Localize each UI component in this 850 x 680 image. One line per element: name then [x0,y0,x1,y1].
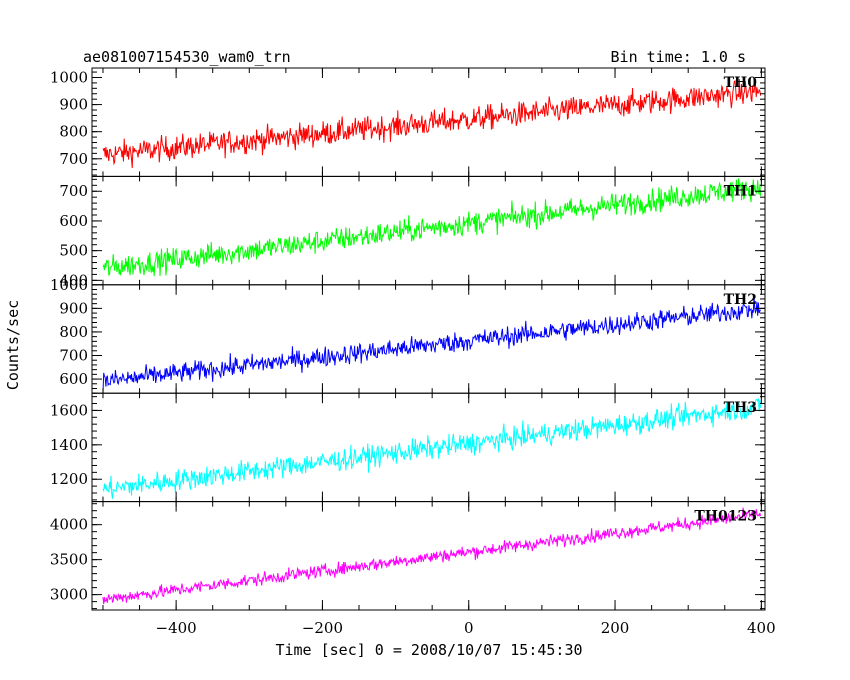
series-line-th1 [102,178,762,277]
y-tick-label: 400 [59,271,88,289]
y-tick-label: 800 [59,123,88,141]
y-tick-label: 800 [59,323,88,341]
y-tick-label: 700 [59,150,88,168]
series-line-th0123 [102,507,762,605]
panel-th0: 700 800 900 1000 TH0 [50,67,766,177]
y-tick-label: 1400 [50,436,88,454]
series-line-th0 [102,78,762,169]
series-line-th3 [102,398,762,499]
y-tick-label: 1600 [50,401,88,419]
panel-frame [91,392,766,503]
panel-frame [91,67,766,177]
series-label-th0123: TH0123 [694,509,757,525]
x-tick-label: 400 [747,619,776,637]
panel-th1: 400 500 600 700 TH1 [59,175,766,289]
series-label-th2: TH2 [724,292,757,308]
y-tick-label: 1000 [50,276,88,294]
panel-th3: 1200 1400 1600 TH3 [50,392,766,503]
x-tick-label: 200 [601,619,630,637]
x-tick-label: −200 [302,619,343,637]
y-axis-label: Counts/sec [4,300,22,390]
panel-frame [91,501,766,611]
bin-time-label: Bin time: 1.0 s [611,48,746,66]
chart-title: ae081007154530_wam0_trn [83,48,291,66]
panel-th2: 600 700 800 900 1000 TH2 [50,276,766,394]
y-tick-label: 700 [59,346,88,364]
y-tick-label: 700 [59,182,88,200]
y-tick-label: 600 [59,370,88,388]
panel-frame [91,175,766,286]
y-tick-label: 1000 [50,68,88,86]
panel-frame [91,284,766,394]
x-axis-label: Time [sec] 0 = 2008/10/07 15:45:30 [275,641,582,659]
series-label-th1: TH1 [724,183,757,199]
y-tick-label: 4000 [50,516,88,534]
y-tick-label: 900 [59,299,88,317]
series-label-th3: TH3 [724,400,757,416]
series-label-th0: TH0 [724,75,758,91]
y-tick-label: 1200 [50,470,88,488]
x-tick-label: −400 [156,619,197,637]
series-line-th2 [102,295,762,394]
x-tick-label: 0 [464,619,474,637]
panel-th0123: 3000 3500 4000 TH0123 [50,501,766,611]
y-tick-label: 3500 [50,551,88,569]
y-tick-label: 3000 [50,586,88,604]
y-tick-label: 900 [59,96,88,114]
y-tick-label: 600 [59,212,88,230]
y-tick-label: 500 [59,242,88,260]
